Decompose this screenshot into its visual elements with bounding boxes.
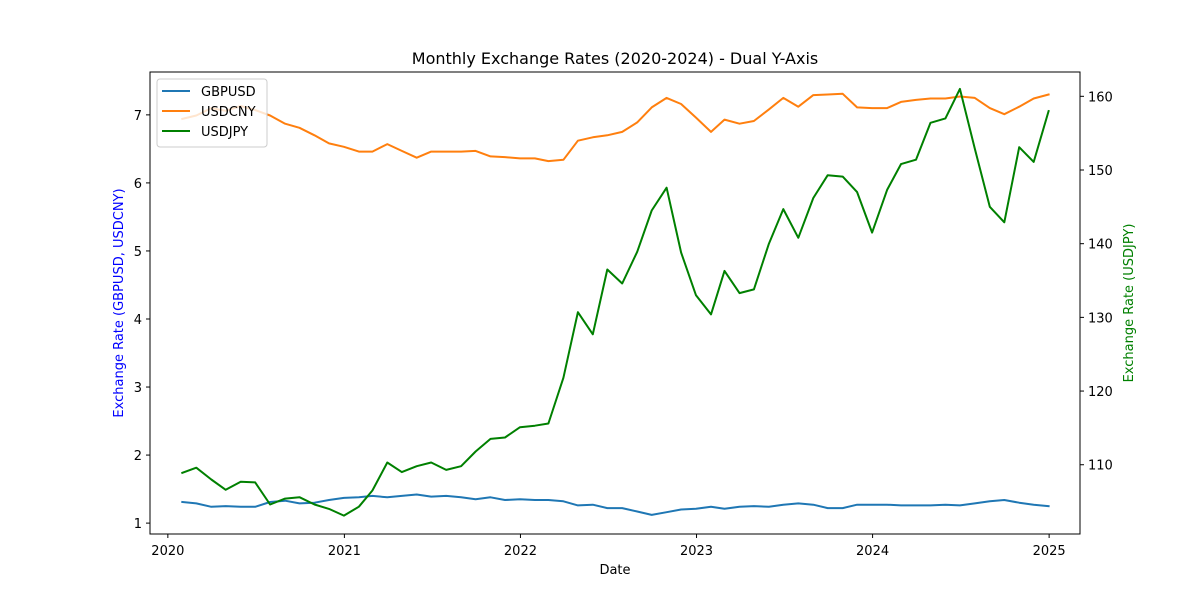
y-left-tick-label: 4 [134, 313, 142, 328]
y-left-tick-label: 3 [134, 381, 142, 396]
x-axis-title: Date [599, 563, 630, 578]
y-left-tick-label: 5 [134, 245, 142, 260]
y-right-tick-label: 150 [1088, 164, 1113, 179]
x-tick-label: 2025 [1033, 544, 1066, 559]
legend-items: GBPUSD USDCNY USDJPY [162, 85, 256, 140]
y-left-tick-label: 2 [134, 449, 142, 464]
y-right-tick-label: 160 [1088, 90, 1113, 105]
y-right-tick-label: 130 [1088, 311, 1113, 326]
x-axis-ticks: 2020 2021 2022 2023 2024 2025 [151, 534, 1066, 559]
chart-title: Monthly Exchange Rates (2020-2024) - Dua… [412, 49, 818, 68]
y-right-tick-label: 140 [1088, 238, 1113, 253]
series-line-usdjpy [181, 87, 1050, 517]
y-left-axis-ticks: 1 2 3 4 5 6 7 [134, 109, 150, 532]
y-right-tick-label: 120 [1088, 385, 1113, 400]
y-right-axis-ticks: 110 120 130 140 150 160 [1080, 90, 1113, 474]
y-right-tick-label: 110 [1088, 459, 1113, 474]
legend-label-usdjpy: USDJPY [201, 125, 248, 140]
plot-area [150, 72, 1080, 534]
x-tick-label: 2020 [151, 544, 184, 559]
series-line-gbpusd [181, 493, 1050, 516]
x-tick-label: 2024 [856, 544, 889, 559]
x-tick-label: 2022 [504, 544, 537, 559]
y-left-tick-label: 1 [134, 517, 142, 532]
y-right-axis-title: Exchange Rate (USDJPY) [1122, 224, 1137, 383]
legend: GBPUSD USDCNY USDJPY [156, 78, 268, 148]
series-layer [181, 87, 1050, 517]
axes-frame [149, 71, 1081, 535]
legend-label-gbpusd: GBPUSD [201, 85, 256, 100]
y-left-tick-label: 7 [134, 109, 142, 124]
y-left-tick-label: 6 [134, 177, 142, 192]
x-tick-label: 2023 [680, 544, 713, 559]
legend-label-usdcny: USDCNY [201, 105, 256, 120]
series-line-usdcny [181, 92, 1050, 163]
y-left-axis-title: Exchange Rate (GBPUSD, USDCNY) [112, 188, 127, 417]
x-tick-label: 2021 [328, 544, 361, 559]
